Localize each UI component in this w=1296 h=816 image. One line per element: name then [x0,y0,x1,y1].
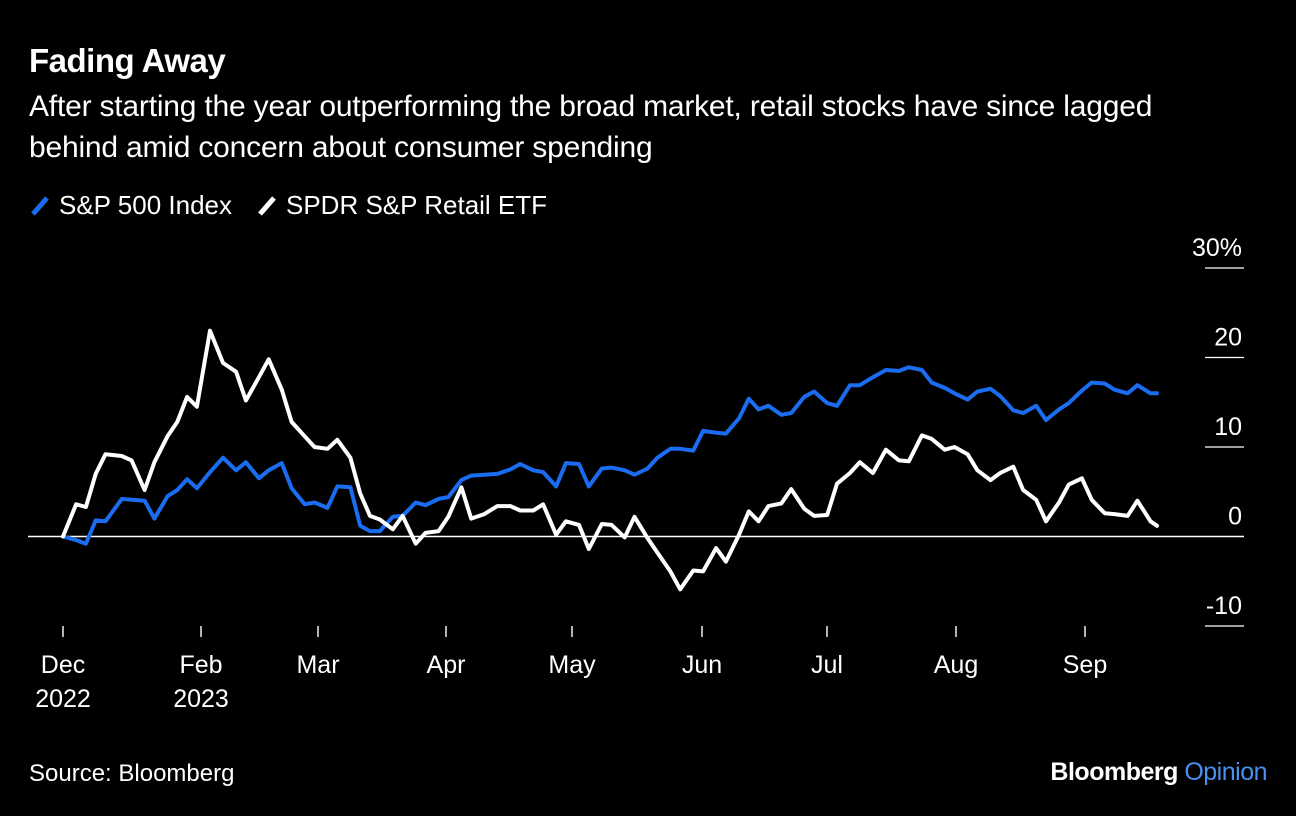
x-tick-label: Apr [427,651,466,679]
y-tick-label: -10 [1206,592,1242,620]
legend-swatch-retail-etf [258,195,276,216]
chart-subtitle: After starting the year outperforming th… [29,90,1153,164]
x-tick-year-label: 2023 [173,685,229,713]
x-tick-label: Jul [811,651,843,679]
y-axis: 30% 20 10 0 -10 [28,234,1244,627]
y-tick-label: 30% [1192,234,1242,262]
legend-swatch-line [31,195,49,216]
legend-swatch-line [258,195,276,216]
x-tick-label: May [548,651,596,679]
legend: S&P 500 Index SPDR S&P Retail ETF [29,190,571,221]
chart-title: Fading Away [29,42,226,79]
x-tick-label: Feb [179,651,222,679]
legend-item-sp500: S&P 500 Index [29,190,232,221]
x-tick-label: Jun [682,651,722,679]
legend-item-retail-etf: SPDR S&P Retail ETF [256,190,547,221]
x-axis: Dec 2022 Feb 2023 Mar Apr May Jun Jul Aug Sep [35,626,1107,713]
series-line-retail-etf [61,328,1159,592]
legend-swatch-sp500 [31,195,49,216]
legend-label-sp500: S&P 500 Index [59,190,232,220]
x-tick-label: Sep [1063,651,1107,679]
y-tick-label: 10 [1214,413,1242,441]
y-tick-label: 20 [1214,324,1242,352]
legend-label-retail-etf: SPDR S&P Retail ETF [286,190,548,220]
y-tick-label: 0 [1228,503,1242,531]
series-group [61,328,1159,592]
x-tick-year-label: 2022 [35,685,91,713]
series-line-sp500 [61,365,1159,546]
brand-logo: Bloomberg Opinion [1050,758,1267,787]
source-note: Source: Bloomberg [29,760,235,787]
x-tick-label: Aug [934,651,978,679]
x-tick-label: Mar [296,651,339,679]
brand-product: Opinion [1184,758,1267,786]
brand-name: Bloomberg [1050,758,1178,786]
x-tick-label: Dec [41,651,85,679]
